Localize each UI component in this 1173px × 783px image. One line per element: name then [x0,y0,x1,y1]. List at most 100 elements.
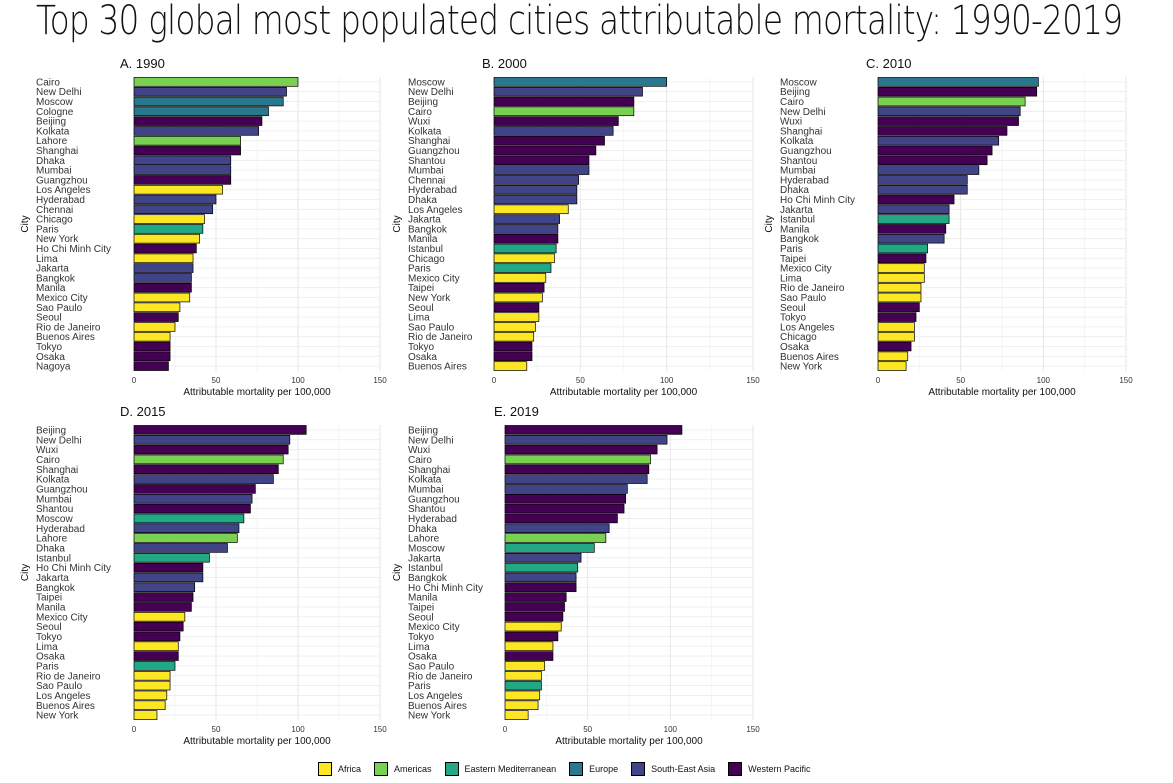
category-tick-label: Lahore [36,136,68,147]
bar [133,641,179,652]
bar [877,126,1008,136]
category-tick-label: Moscow [780,77,817,88]
category-tick-label: Paris [36,224,59,235]
bar [133,562,204,573]
category-tick-label: Tokyo [36,342,63,353]
bar [877,96,1026,107]
category-tick-label: Chennai [408,175,445,186]
x-tick-label: 100 [664,725,678,734]
category-tick-label: Shanghai [36,465,78,476]
category-tick-label: Paris [780,244,803,255]
bar [877,224,947,234]
bar [493,116,619,126]
category-tick-label: Moscow [36,97,73,108]
bar [133,493,253,504]
category-tick-label: Los Angeles [36,185,91,196]
category-tick-label: Mumbai [36,494,72,505]
category-tick-label: Ho Chi Minh City [408,583,483,594]
legend: Africa Americas Eastern Mediterranean Europ… [318,760,824,778]
bar [504,690,541,701]
bar [133,464,279,475]
bar [133,312,179,322]
bar [504,602,565,612]
bar [493,175,579,185]
bar [133,513,245,524]
bar [877,282,922,293]
bar [504,710,529,720]
bar [133,224,204,234]
category-tick-label: Seoul [36,622,62,633]
category-tick-label: Guangzhou [780,146,832,157]
category-tick-label: Hyderabad [780,175,829,186]
bar [877,204,950,215]
category-tick-label: Tokyo [408,632,435,643]
bar [493,77,668,87]
category-tick-label: Hyderabad [36,195,85,206]
category-tick-label: New York [408,293,451,304]
bar [877,77,1039,87]
category-tick-label: Jakarta [408,215,441,226]
bar [133,621,184,632]
bar [504,543,595,553]
category-tick-label: Manila [36,602,66,613]
category-tick-label: Wuxi [408,445,430,456]
bar [133,533,238,543]
category-tick-label: Mexico City [408,273,460,284]
category-tick-label: Mexico City [408,622,460,633]
x-tick-label: 0 [876,376,881,385]
bar [133,253,194,264]
bar [877,292,922,303]
bar [133,302,181,313]
bar [493,155,590,166]
category-tick-label: Lahore [36,534,68,545]
legend-label: Americas [394,764,432,774]
bar [877,253,927,264]
bar [877,175,968,185]
legend-item: Africa [318,762,361,776]
category-tick-label: Sao Paulo [36,681,83,692]
category-tick-label: Manila [36,283,66,294]
x-axis-label: Attributable mortality per 100,000 [928,387,1076,398]
bar [504,552,582,563]
category-tick-label: Hyderabad [408,185,457,196]
category-tick-label: Buenos Aires [408,362,467,373]
category-tick-label: Rio de Janeiro [780,283,845,294]
bar [133,233,200,244]
bar [504,513,618,524]
category-tick-label: Osaka [408,352,437,363]
category-tick-label: Lahore [408,534,440,545]
category-tick-label: Taipei [36,593,62,604]
category-tick-label: Mumbai [408,484,444,495]
bar [877,302,920,313]
category-tick-label: Beijing [36,117,66,128]
category-tick-label: Chicago [780,332,817,343]
legend-swatch [444,762,459,776]
category-tick-label: Dhaka [36,156,65,167]
category-tick-label: Shantou [408,504,445,515]
bar [133,523,240,534]
category-tick-label: Beijing [780,87,810,98]
bar [133,165,232,175]
category-tick-label: Taipei [408,283,434,294]
category-tick-label: Shantou [36,504,73,515]
category-tick-label: Osaka [36,352,65,363]
bar [133,631,181,642]
category-tick-label: Dhaka [408,524,437,535]
bar [133,96,284,107]
category-tick-label: Seoul [408,612,434,623]
bar [504,562,579,573]
bar [133,710,158,720]
category-tick-label: Manila [408,593,438,604]
panel-title: E. 2019 [494,404,539,419]
bar [133,444,289,455]
bar [877,263,925,273]
category-tick-label: Jakarta [36,264,69,275]
bar [133,184,223,195]
bar [493,312,540,322]
category-tick-label: Osaka [408,652,437,663]
bar [133,155,232,166]
category-tick-label: Paris [408,264,431,275]
bar [133,592,194,602]
category-tick-label: Jakarta [36,573,69,584]
bar [133,341,171,352]
